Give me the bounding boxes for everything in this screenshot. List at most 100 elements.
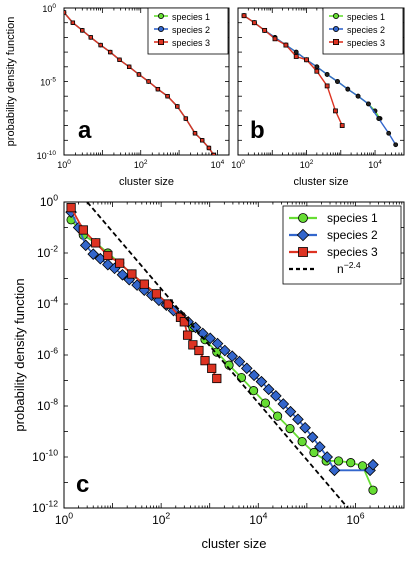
y-tick-label-base: 10 [32, 501, 46, 515]
data-point [211, 152, 216, 155]
y-tick-label-base: 10 [37, 246, 51, 260]
y-tick-label: 10-12 [32, 499, 58, 515]
data-point [270, 390, 282, 402]
legend-label: species 1 [327, 211, 378, 225]
y-tick-label-exp: -6 [50, 346, 58, 356]
data-point [88, 35, 94, 40]
legend-label: species 3 [327, 245, 378, 259]
data-point [376, 116, 382, 121]
data-point [309, 447, 319, 458]
legend-label: species 2 [327, 228, 378, 242]
data-point [199, 138, 205, 143]
y-tick-label-exp: -4 [50, 295, 58, 305]
y-tick-label-exp: -8 [50, 397, 58, 407]
y-tick-label-exp: -12 [46, 499, 59, 509]
x-tick-label-exp: 0 [241, 159, 245, 166]
y-tick-label-exp: -10 [47, 150, 57, 157]
y-tick-label-exp: -5 [50, 76, 56, 83]
data-point [314, 441, 326, 453]
data-point [87, 248, 100, 260]
y-tick-label-base: 10 [37, 297, 51, 311]
data-point [182, 330, 193, 340]
y-tick-label: 10-10 [37, 150, 57, 161]
data-point [262, 27, 268, 33]
data-point [339, 123, 345, 128]
y-tick-label-exp: -2 [50, 244, 58, 254]
y-tick-label-base: 10 [40, 195, 54, 209]
data-point [284, 405, 297, 418]
legend-label: species 2 [347, 25, 385, 35]
legend-marker [298, 247, 308, 257]
data-point [151, 289, 162, 299]
x-tick-label: 100 [55, 511, 73, 527]
data-point [126, 64, 132, 69]
data-point [324, 72, 330, 77]
data-point [346, 458, 356, 468]
panel-label: b [250, 117, 265, 144]
data-point [103, 250, 113, 261]
x-axis-label: cluster size [119, 176, 174, 188]
series-4 [86, 202, 349, 508]
x-tick-label-base: 10 [134, 160, 144, 170]
x-tick-label-exp: 0 [67, 159, 71, 166]
data-point [306, 431, 319, 443]
data-point [277, 398, 290, 410]
data-point [273, 411, 283, 421]
data-point [333, 456, 344, 466]
data-point [91, 238, 101, 248]
legend-marker [157, 39, 164, 46]
data-point [80, 28, 85, 33]
data-point [366, 101, 371, 107]
x-tick-label: 102 [152, 511, 170, 527]
data-point [328, 464, 341, 477]
x-tick-label-exp: 2 [310, 159, 314, 166]
data-point [98, 42, 103, 48]
data-point [272, 36, 278, 42]
x-tick-label: 102 [300, 159, 314, 170]
x-tick-label-base: 10 [57, 160, 67, 170]
data-point [292, 413, 304, 426]
panel-label: a [78, 117, 92, 144]
plot-area [241, 13, 399, 148]
data-point [304, 57, 309, 63]
legend-marker [157, 25, 164, 32]
y-tick-label: 10-2 [37, 244, 58, 260]
data-point [211, 337, 224, 350]
legend-marker [157, 12, 164, 19]
y-tick-label: 10-5 [40, 76, 56, 87]
x-tick-label: 102 [134, 159, 148, 170]
data-point [219, 344, 231, 357]
x-tick-label-base: 10 [368, 160, 378, 170]
y-tick-label-exp: -10 [46, 448, 59, 458]
x-tick-label-exp: 4 [378, 159, 382, 166]
plot-area [65, 202, 379, 508]
data-point [314, 64, 320, 70]
x-tick-label-exp: 0 [68, 511, 73, 521]
data-point [64, 10, 67, 15]
data-point [163, 299, 173, 309]
x-tick-label: 104 [211, 159, 225, 170]
data-point [79, 239, 92, 252]
x-tick-label-exp: 4 [263, 511, 268, 521]
data-point [200, 356, 210, 366]
data-point [165, 94, 170, 99]
data-point [192, 131, 198, 136]
y-tick-label: 10-6 [37, 346, 58, 362]
legend-fit-exp: −2.4 [344, 260, 361, 270]
series-3 [64, 10, 216, 155]
data-point [262, 383, 275, 396]
data-point [293, 54, 299, 59]
data-point [117, 57, 122, 62]
x-tick-label-exp: 2 [165, 511, 170, 521]
data-point [240, 362, 253, 375]
data-point [251, 20, 257, 26]
data-point [127, 269, 137, 279]
data-point [188, 340, 198, 350]
data-point [248, 369, 260, 382]
x-tick-label-exp: 6 [360, 511, 365, 521]
data-point [299, 421, 311, 434]
legend-marker [296, 228, 310, 242]
y-tick-label: 100 [42, 3, 56, 14]
